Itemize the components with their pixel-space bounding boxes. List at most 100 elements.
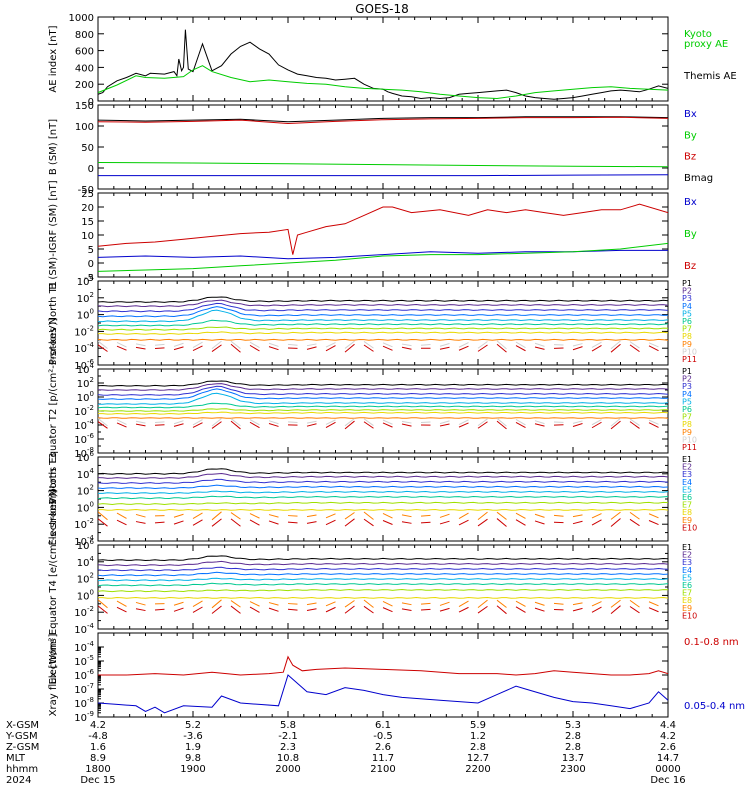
panel-ae: 0 200 400 600 800 1000 AE index [nT] Kyotoproxy…	[48, 13, 737, 108]
channel-line-P10	[402, 344, 412, 346]
channel-line-E9	[269, 603, 279, 606]
channel-line-E10	[402, 522, 412, 524]
channel-line-E1	[98, 469, 668, 474]
channel-line-E10	[250, 607, 260, 612]
footer-value: 2300	[560, 764, 585, 775]
channel-line-P10	[573, 344, 583, 346]
channel-line-P10	[535, 421, 545, 424]
channel-line-E9	[478, 600, 488, 608]
channel-line-E10	[345, 606, 355, 613]
channel-line-E10	[630, 519, 640, 525]
channel-line-P8	[98, 332, 668, 334]
channel-line-E7	[98, 502, 668, 504]
channel-line-E7	[98, 590, 668, 592]
footer-value: 10.8	[277, 753, 299, 764]
channel-line-E10	[573, 608, 583, 610]
panel-bsm: -50 0 50 100 150 B (SM) [nT] Bx By Bz Bmag	[48, 101, 713, 196]
y-tick-label: 25	[81, 189, 94, 200]
channel-line-E10	[440, 608, 450, 611]
footer-value: 2200	[465, 764, 490, 775]
channel-line-P11	[516, 422, 526, 427]
panel-legend: 0.1-0.8 nm0.05-0.4 nm	[684, 637, 745, 712]
channel-line-P9	[98, 418, 668, 419]
footer-value: 2.3	[280, 742, 296, 753]
channel-line-E9	[440, 514, 450, 517]
channel-line-E10	[592, 520, 602, 525]
channel-line-E10	[193, 607, 203, 612]
y-tick-label: 5	[88, 245, 94, 256]
channel-line-E5	[98, 578, 668, 580]
channel-line-E10	[649, 608, 659, 612]
legend-entry: Bx	[684, 109, 697, 120]
channel-line-E10	[155, 609, 165, 610]
channel-line-E10	[117, 607, 127, 612]
channel-line-P11	[630, 345, 640, 352]
channel-line-E9	[402, 603, 412, 605]
channel-line-P11	[535, 347, 545, 349]
series-line-0	[98, 657, 668, 675]
channel-line-E9	[516, 513, 526, 518]
channel-line-E9	[383, 513, 393, 518]
footer-value: 8.9	[90, 753, 106, 764]
panel-xray: 10-910-810-710-610-510-4Xray flux [W/m²]…	[48, 633, 745, 724]
footer-value: 4.2	[660, 731, 676, 742]
legend-entry: proxy AE	[684, 39, 728, 50]
footer-value: 1.6	[90, 742, 106, 753]
channel-line-P11	[193, 423, 203, 428]
channel-line-P11	[269, 423, 279, 426]
channel-line-E9	[136, 602, 146, 605]
y-tick-label: 50	[81, 143, 94, 154]
channel-line-P11	[402, 347, 412, 349]
series-line-3	[98, 175, 668, 176]
channel-line-E9	[573, 515, 583, 517]
channel-line-E10	[326, 607, 336, 611]
footer-row-label: X-GSM	[6, 720, 39, 731]
plot-area	[98, 469, 668, 527]
channel-line-P11	[136, 347, 146, 349]
panel-legend: P1P2P3P4P5P6P7P8P9P10P11	[682, 367, 697, 452]
channel-line-P11	[326, 422, 336, 427]
footer-value: 14.7	[657, 753, 679, 764]
panel-legend: E1E2E3E4E5E6E7E8E9E10	[682, 543, 697, 620]
channel-line-P11	[250, 422, 260, 427]
channel-line-P4	[98, 307, 668, 317]
y-tick-label: 10-2	[74, 324, 94, 338]
y-tick-label: 15	[81, 217, 94, 228]
y-tick-label: 0	[88, 164, 94, 175]
channel-line-P10	[630, 342, 640, 348]
channel-line-E10	[193, 520, 203, 525]
channel-line-E9	[212, 512, 222, 520]
legend-entry: P11	[682, 355, 697, 364]
legend-entry: Bz	[684, 152, 696, 163]
channel-line-E9	[554, 515, 564, 516]
channel-line-E9	[440, 602, 450, 605]
footer-value: 1.9	[185, 742, 201, 753]
y-tick-label: 104	[77, 274, 95, 288]
y-tick-label: 10-2	[74, 404, 94, 418]
channel-line-E10	[288, 609, 298, 610]
channel-line-E10	[250, 520, 260, 525]
channel-line-P11	[440, 347, 450, 349]
y-tick-label: 100	[77, 308, 94, 322]
channel-line-E10	[573, 521, 583, 523]
plot-area	[98, 204, 668, 271]
footer-value: 13.7	[562, 753, 584, 764]
channel-line-E10	[459, 520, 469, 525]
channel-line-E10	[516, 520, 526, 526]
channel-line-P10	[269, 343, 279, 346]
footer-value: 2.6	[660, 742, 676, 753]
footer-value: -4.8	[88, 731, 108, 742]
y-tick-label: 106	[77, 538, 95, 552]
channel-line-E9	[649, 514, 659, 518]
channel-line-P10	[307, 421, 317, 423]
channel-line-E9	[611, 512, 621, 519]
channel-line-P10	[535, 343, 545, 346]
channel-line-P10	[288, 344, 298, 345]
footer-value: 5.9	[470, 720, 486, 731]
channel-line-P6	[98, 403, 668, 408]
channel-line-E10	[307, 522, 317, 524]
y-tick-label: 10-2	[74, 517, 94, 531]
channel-line-E9	[364, 512, 374, 519]
